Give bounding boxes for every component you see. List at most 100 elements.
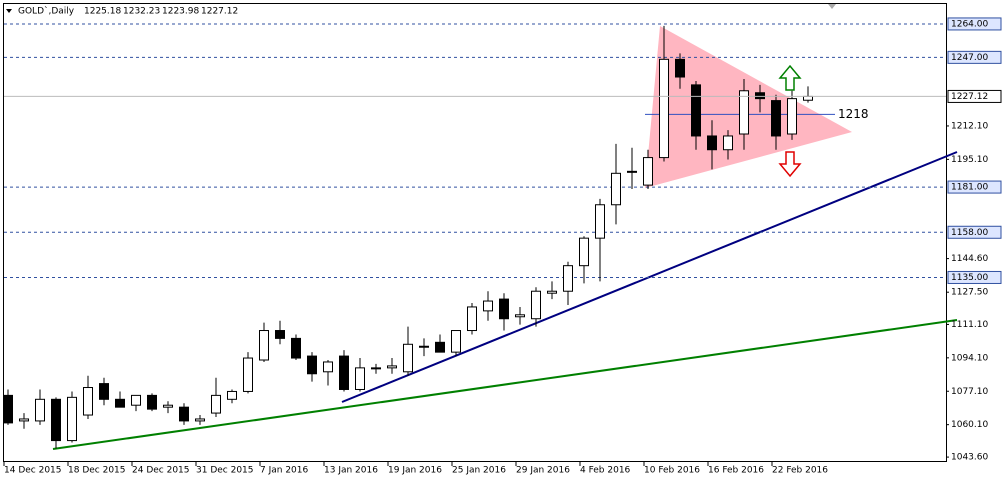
level-label: 1264.00 [951, 19, 988, 29]
trend-line [52, 319, 958, 450]
y-tick-label: 1077.10 [951, 387, 988, 397]
trend-line [341, 151, 958, 403]
candle-body [195, 418, 205, 422]
candle-body [451, 330, 461, 353]
header-close: 1227.12 [201, 7, 238, 17]
candle-body [435, 341, 445, 353]
candle-body [387, 365, 397, 369]
y-tick-label: 1195.10 [951, 155, 988, 165]
candle-body [83, 387, 93, 416]
x-tick-label: 4 Feb 2016 [580, 466, 631, 476]
candle-body [339, 355, 349, 390]
header-low: 1223.98 [162, 7, 199, 17]
x-tick-label: 25 Jan 2016 [452, 466, 506, 476]
level-label: 1158.00 [951, 228, 988, 238]
x-tick-label: 10 Feb 2016 [644, 466, 700, 476]
x-tick-label: 18 Dec 2015 [68, 466, 126, 476]
candle-body [627, 170, 637, 173]
candle-body [163, 404, 173, 408]
candle-body [771, 100, 781, 137]
x-tick-label: 31 Dec 2015 [196, 466, 254, 476]
candle-body [787, 98, 797, 135]
candle-body [723, 135, 733, 151]
candle-body [179, 406, 189, 422]
down-arrow [778, 151, 802, 178]
candle-body [643, 157, 653, 186]
x-tick-label: 16 Feb 2016 [708, 466, 764, 476]
x-tick-label: 13 Jan 2016 [324, 466, 378, 476]
candle-body [499, 298, 509, 320]
candle-body [3, 394, 13, 424]
level-label: 1135.00 [951, 273, 988, 283]
candle-body [515, 314, 525, 318]
up-arrow [778, 64, 802, 91]
candle-body [483, 300, 493, 312]
candle-body [147, 394, 157, 410]
candle-body [467, 306, 477, 332]
candle-body [99, 383, 109, 400]
header-high: 1232.23 [123, 7, 160, 17]
level-label: 1247.00 [951, 53, 988, 63]
header-open: 1225.18 [84, 7, 121, 17]
candle-body [547, 290, 557, 294]
x-tick-label: 22 Feb 2016 [772, 466, 828, 476]
menu-arrow [6, 9, 12, 13]
candle-body [531, 290, 541, 320]
chart-title: GOLD`,Daily [18, 6, 75, 17]
candle-body [755, 92, 765, 100]
candle-body [211, 394, 221, 414]
candle-body [243, 357, 253, 392]
level-box [947, 270, 1002, 284]
candle-body [131, 394, 141, 406]
y-tick-label: 1144.60 [951, 254, 988, 264]
y-tick-label: 1094.10 [951, 353, 988, 363]
candle-body [739, 90, 749, 135]
candle-body [419, 345, 429, 348]
candle-body [707, 135, 717, 151]
x-tick-label: 7 Jan 2016 [260, 466, 308, 476]
y-tick-label: 1043.60 [951, 453, 988, 463]
price-box [947, 89, 1002, 103]
x-tick-label: 24 Dec 2015 [132, 466, 190, 476]
candle-body [611, 172, 621, 206]
level-box [947, 50, 1002, 64]
x-tick-label: 29 Jan 2016 [516, 466, 570, 476]
x-tick-label: 19 Jan 2016 [388, 466, 442, 476]
candle-body [67, 396, 77, 442]
candle-body [691, 84, 701, 137]
candle-body [51, 398, 61, 442]
level-box [947, 17, 1002, 31]
level-box [947, 225, 1002, 239]
y-tick-label: 1212.10 [951, 121, 988, 131]
candle-body [579, 237, 589, 267]
candle-body [355, 367, 365, 390]
candle-body [307, 355, 317, 375]
scroll-marker [828, 4, 836, 9]
candle-body [19, 418, 29, 422]
candle-body [371, 367, 381, 370]
candle-body [675, 58, 685, 78]
level-box [947, 180, 1002, 194]
candle-body [323, 361, 333, 373]
price-label: 1227.12 [951, 92, 988, 102]
x-tick-label: 14 Dec 2015 [4, 466, 62, 476]
y-tick-label: 1060.10 [951, 420, 988, 430]
candle-body [803, 95, 813, 101]
candle-body [595, 204, 605, 239]
candle-body [115, 398, 125, 408]
candle-body [259, 330, 269, 361]
y-tick-label: 1127.50 [951, 288, 988, 298]
level-label: 1181.00 [951, 183, 988, 193]
candle-body [403, 343, 413, 373]
candle-body [227, 390, 237, 400]
annotation-label: 1218 [838, 107, 869, 121]
plot-frame [3, 3, 947, 462]
candle-body [275, 330, 285, 339]
y-tick-label: 1111.10 [951, 320, 988, 330]
candle-body [291, 337, 301, 359]
candle-body [563, 265, 573, 292]
candle-body [659, 58, 669, 159]
candle-body [35, 398, 45, 422]
